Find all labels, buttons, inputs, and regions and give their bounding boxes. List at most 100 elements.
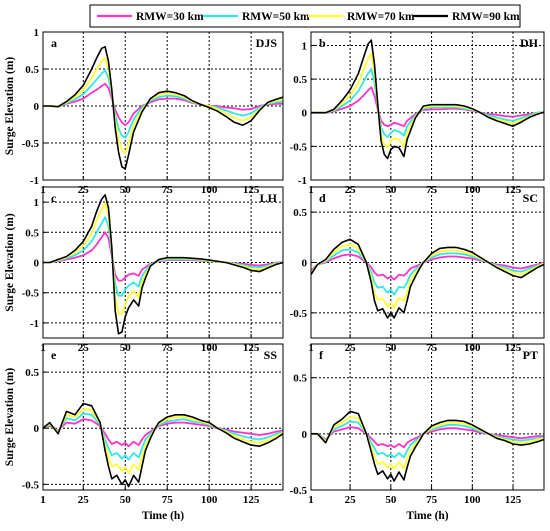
legend-label-50: RMW=50 km [242,11,310,23]
y-tick-label: -0.5 [22,288,40,300]
series-group [311,410,544,482]
legend: RMW=30 km RMW=50 km RMW=70 km RMW=90 km [89,4,521,28]
series-line-2 [43,412,283,461]
x-tick-label: 100 [464,494,481,506]
x-tick-label: 50 [120,494,132,506]
y-tick-label: 1 [34,27,40,39]
y-tick-label: -0.5 [290,485,308,497]
x-tick-label: 25 [345,184,357,196]
x-tick-label: 75 [426,494,438,506]
x-tick-label: 125 [243,494,260,506]
x-tick-label: 50 [385,184,397,196]
series-line-3 [43,57,283,155]
x-tick-label: 50 [120,184,132,196]
x-tick-label: 125 [243,184,260,196]
plot-frame [310,31,545,181]
series-group [43,194,283,335]
series-group [311,238,544,319]
series-line-4 [311,39,544,160]
station-name: SS [264,348,278,362]
legend-item-70: RMW=70 km [308,11,415,23]
x-axis-label: Time (h) [142,510,184,522]
series-group [43,46,283,170]
y-axis-label: Surge Elevation (m) [4,57,16,156]
series-group [311,39,544,160]
x-tick-label: 1 [308,494,314,506]
x-tick-label: 125 [505,494,522,506]
y-tick-label: -0.5 [290,141,308,153]
y-tick-label: -0.5 [290,308,308,320]
station-name: DH [520,36,539,50]
y-tick-label: 0.5 [25,227,39,239]
y-tick-label: -1 [298,175,307,187]
x-axis-label: Time (h) [406,510,448,522]
series-line-1 [43,231,283,282]
panel-letter: e [51,348,57,362]
station-name: DJS [256,36,278,50]
series-line-1 [311,253,544,281]
legend-box [89,4,521,28]
y-tick-label: 1 [302,40,308,52]
y-tick-label: -0.5 [22,138,40,150]
plot-frame [42,343,284,491]
y-tick-label: -1 [30,318,39,330]
y-tick-label: 0 [302,429,308,441]
legend-label-70: RMW=70 km [347,11,415,23]
series-group [43,402,283,488]
series-line-2 [43,69,283,139]
series-line-2 [311,420,544,459]
x-tick-label: 50 [385,494,397,506]
y-tick-label: 0 [34,423,40,435]
y-tick-label: -1 [30,175,39,187]
y-axis-label: Surge Elevation (m) [4,213,16,312]
panel-letter: f [319,348,324,362]
panel-letter: b [319,36,326,50]
series-line-1 [43,418,283,448]
x-tick-label: 100 [201,494,218,506]
series-line-4 [311,238,544,319]
series-line-1 [43,82,283,127]
series-line-1 [311,426,544,449]
legend-label-30: RMW=30 km [136,11,204,23]
y-tick-label: -0.5 [22,479,40,491]
legend-item-30: RMW=30 km [97,11,204,23]
legend-label-90: RMW=90 km [452,11,520,23]
panel-letter: c [51,191,57,205]
station-name: SC [523,191,538,205]
y-tick-label: 0 [34,258,40,270]
y-tick-label: 0.5 [25,367,39,379]
x-tick-label: 25 [345,494,357,506]
x-tick-label: 125 [505,184,522,196]
y-tick-label: 0 [302,258,308,270]
panel-letter: d [319,191,326,205]
plot-frame [310,343,545,491]
station-name: LH [260,191,278,205]
series-line-2 [311,68,544,138]
series-line-1 [311,86,544,128]
y-tick-label: 0.5 [293,74,307,86]
x-tick-label: 75 [426,184,438,196]
series-line-3 [311,52,544,149]
series-line-4 [43,194,283,335]
x-tick-label: 100 [464,184,481,196]
legend-item-90: RMW=90 km [413,11,520,23]
y-tick-label: 0.5 [293,373,307,385]
x-tick-label: 100 [201,184,218,196]
x-tick-label: 1 [40,494,46,506]
series-line-3 [311,416,544,470]
panel-letter: a [51,36,57,50]
y-tick-label: 0.5 [293,207,307,219]
series-line-4 [311,410,544,482]
y-tick-label: 0.5 [25,64,39,76]
station-name: PT [523,348,538,362]
x-tick-label: 25 [78,494,90,506]
series-line-3 [43,408,283,475]
